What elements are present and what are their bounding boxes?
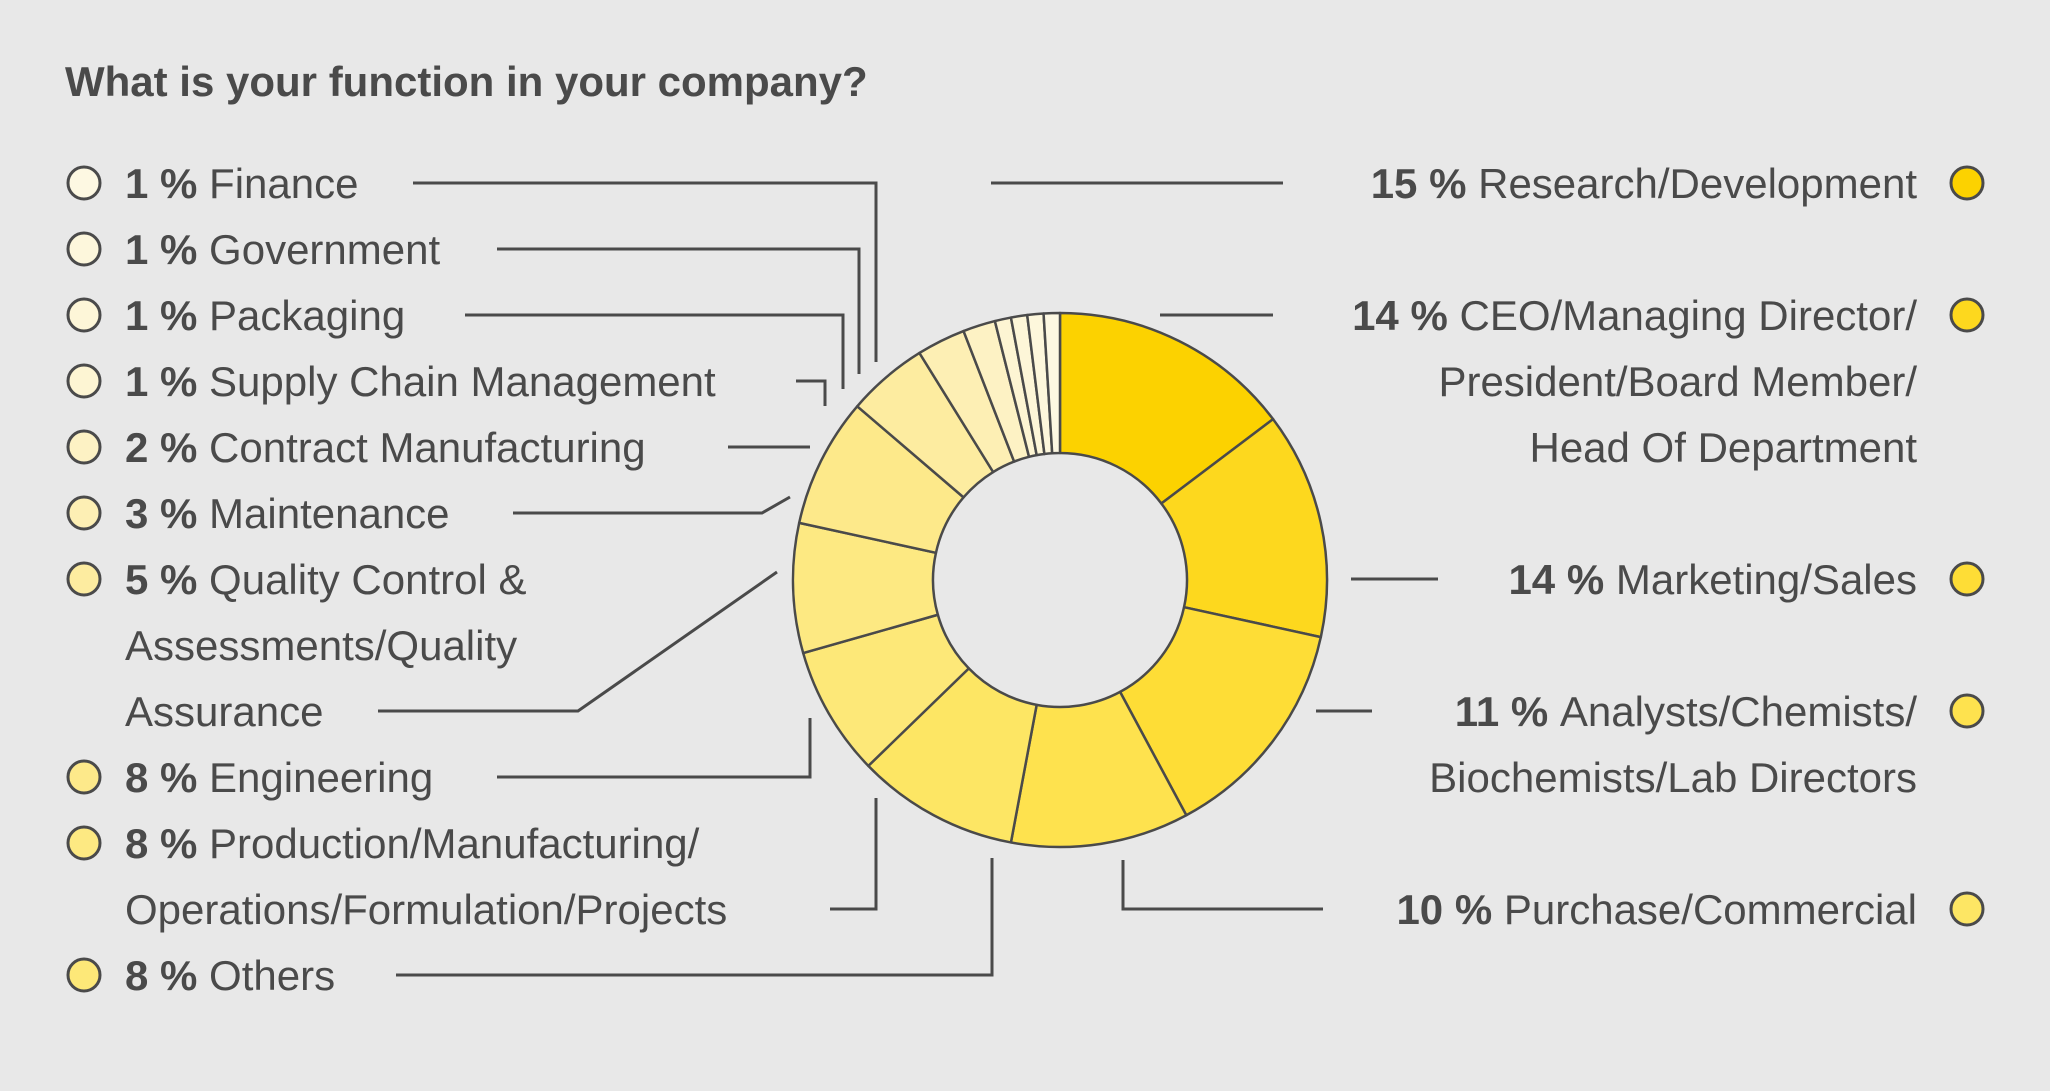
legend-dot-packaging (68, 299, 100, 331)
label-text: 3 % Maintenance (125, 490, 450, 537)
label-text: 11 % Analysts/Chemists/ (1455, 688, 1918, 735)
leader-line (830, 798, 876, 909)
leader-line (1123, 860, 1323, 909)
label-others: 8 % Others (68, 952, 335, 999)
label-text: 8 % Engineering (125, 754, 433, 801)
legend-dot-ceo-managing-director-president-board-member-head-of-department (1951, 299, 1983, 331)
legend-dot-supply-chain-management (68, 365, 100, 397)
label-text-continued: Head Of Department (1529, 424, 1917, 471)
label-ceo-managing-director-president-board-member-head-of-department: 14 % CEO/Managing Director/President/Boa… (1352, 292, 1983, 471)
label-marketing-sales: 14 % Marketing/Sales (1508, 556, 1983, 603)
label-text: 10 % Purchase/Commercial (1396, 886, 1917, 933)
label-production-manufacturing-operations-formulation-projects: 8 % Production/Manufacturing/Operations/… (68, 820, 727, 933)
label-research-development: 15 % Research/Development (1371, 160, 1983, 207)
leader-line (497, 249, 859, 374)
label-text: 14 % Marketing/Sales (1508, 556, 1917, 603)
percent-value: 3 % (125, 490, 209, 537)
legend-dot-production-manufacturing-operations-formulation-projects (68, 827, 100, 859)
label-text: 8 % Production/Manufacturing/ (125, 820, 700, 867)
label-text-continued: Operations/Formulation/Projects (125, 886, 727, 933)
legend-dot-finance (68, 167, 100, 199)
legend-dot-maintenance (68, 497, 100, 529)
label-finance: 1 % Finance (68, 160, 358, 207)
leader-line (413, 183, 876, 362)
label-text-continued: Assurance (125, 688, 323, 735)
label-quality-control-assessments-quality-assurance: 5 % Quality Control & Assessments/Quality… (68, 556, 527, 735)
label-maintenance: 3 % Maintenance (68, 490, 450, 537)
label-text: 14 % CEO/Managing Director/ (1352, 292, 1917, 339)
percent-value: 8 % (125, 820, 209, 867)
label-text: 8 % Others (125, 952, 335, 999)
percent-value: 10 % (1396, 886, 1503, 933)
chart-title: What is your function in your company? (65, 58, 868, 105)
legend-dot-others (68, 959, 100, 991)
percent-value: 1 % (125, 358, 209, 405)
percent-value: 15 % (1371, 160, 1478, 207)
label-supply-chain-management: 1 % Supply Chain Management (68, 358, 716, 405)
percent-value: 11 % (1455, 688, 1560, 735)
donut-chart: What is your function in your company? 1… (0, 0, 2050, 1091)
percent-value: 1 % (125, 226, 209, 273)
label-text: 1 % Government (125, 226, 440, 273)
label-text: 1 % Finance (125, 160, 358, 207)
leader-line (796, 381, 825, 406)
label-packaging: 1 % Packaging (68, 292, 405, 339)
label-text-continued: President/Board Member/ (1438, 358, 1917, 405)
legend-dot-government (68, 233, 100, 265)
donut-slices (793, 313, 1327, 847)
label-text: 15 % Research/Development (1371, 160, 1918, 207)
label-text: 1 % Packaging (125, 292, 405, 339)
legend-dot-engineering (68, 761, 100, 793)
label-purchase-commercial: 10 % Purchase/Commercial (1396, 886, 1983, 933)
label-text: 5 % Quality Control & (125, 556, 527, 603)
percent-value: 1 % (125, 292, 209, 339)
label-text-continued: Biochemists/Lab Directors (1429, 754, 1917, 801)
label-text: 1 % Supply Chain Management (125, 358, 716, 405)
legend-dot-quality-control-assessments-quality-assurance (68, 563, 100, 595)
legend-dot-analysts-chemists-biochemists-lab-directors (1951, 695, 1983, 727)
label-text-continued: Assessments/Quality (125, 622, 517, 669)
legend-dot-purchase-commercial (1951, 893, 1983, 925)
label-contract-manufacturing: 2 % Contract Manufacturing (68, 424, 646, 471)
legend-dot-marketing-sales (1951, 563, 1983, 595)
label-text: 2 % Contract Manufacturing (125, 424, 646, 471)
leader-line (497, 718, 810, 777)
label-engineering: 8 % Engineering (68, 754, 433, 801)
percent-value: 1 % (125, 160, 209, 207)
percent-value: 2 % (125, 424, 209, 471)
leader-line (513, 497, 790, 513)
percent-value: 8 % (125, 754, 209, 801)
legend-dot-research-development (1951, 167, 1983, 199)
percent-value: 5 % (125, 556, 209, 603)
label-government: 1 % Government (68, 226, 440, 273)
percent-value: 14 % (1508, 556, 1615, 603)
percent-value: 14 % (1352, 292, 1459, 339)
label-analysts-chemists-biochemists-lab-directors: 11 % Analysts/Chemists/Biochemists/Lab D… (1429, 688, 1983, 801)
legend-dot-contract-manufacturing (68, 431, 100, 463)
percent-value: 8 % (125, 952, 209, 999)
slice-labels: 15 % Research/Development 14 % CEO/Managi… (68, 160, 1983, 999)
